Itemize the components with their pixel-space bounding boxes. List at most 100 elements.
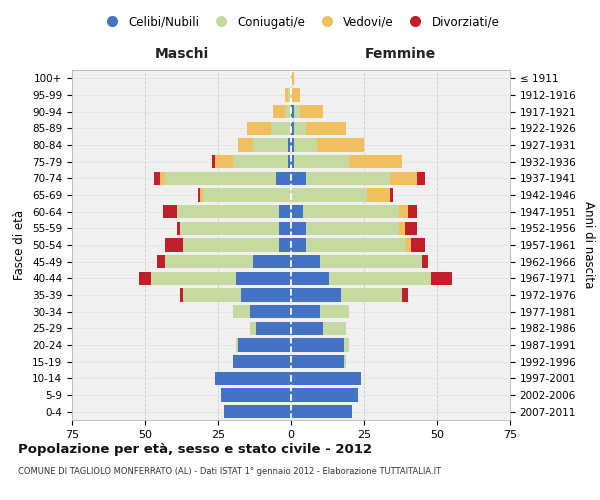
Text: Maschi: Maschi [154, 48, 209, 61]
Bar [291, 305, 320, 318]
Bar [256, 322, 291, 335]
Bar [302, 205, 399, 218]
Bar [291, 338, 344, 351]
Bar [166, 255, 253, 268]
Y-axis label: Fasce di età: Fasce di età [13, 210, 26, 280]
Bar [253, 138, 288, 151]
Bar [291, 355, 344, 368]
Bar [399, 205, 408, 218]
Bar [224, 405, 291, 418]
Bar [300, 105, 323, 118]
Bar [294, 138, 317, 151]
Bar [291, 288, 341, 302]
Bar [305, 222, 399, 235]
Bar [291, 322, 323, 335]
Text: Popolazione per età, sesso e stato civile - 2012: Popolazione per età, sesso e stato civil… [18, 442, 372, 456]
Bar [399, 222, 405, 235]
Bar [238, 338, 291, 351]
Bar [274, 105, 285, 118]
Bar [411, 238, 425, 252]
Bar [253, 255, 291, 268]
Bar [288, 155, 291, 168]
Text: Femmine: Femmine [365, 48, 436, 61]
Bar [390, 172, 416, 185]
Bar [180, 288, 183, 302]
Bar [294, 105, 300, 118]
Bar [320, 255, 422, 268]
Bar [291, 388, 358, 402]
Bar [280, 205, 291, 218]
Bar [422, 255, 428, 268]
Bar [367, 188, 390, 202]
Bar [291, 88, 300, 102]
Bar [416, 172, 425, 185]
Bar [247, 122, 271, 135]
Bar [151, 272, 236, 285]
Bar [241, 288, 291, 302]
Bar [215, 155, 233, 168]
Y-axis label: Anni di nascita: Anni di nascita [582, 202, 595, 288]
Bar [291, 272, 329, 285]
Bar [291, 155, 294, 168]
Bar [166, 172, 277, 185]
Bar [154, 172, 160, 185]
Bar [180, 222, 280, 235]
Bar [317, 138, 364, 151]
Bar [200, 188, 203, 202]
Bar [233, 155, 288, 168]
Bar [285, 105, 291, 118]
Bar [139, 272, 151, 285]
Bar [271, 122, 291, 135]
Bar [203, 188, 291, 202]
Bar [250, 305, 291, 318]
Bar [408, 205, 416, 218]
Bar [285, 88, 288, 102]
Bar [288, 138, 291, 151]
Bar [323, 322, 346, 335]
Text: COMUNE DI TAGLIOLO MONFERRATO (AL) - Dati ISTAT 1° gennaio 2012 - Elaborazione T: COMUNE DI TAGLIOLO MONFERRATO (AL) - Dat… [18, 468, 441, 476]
Bar [236, 272, 291, 285]
Bar [305, 122, 346, 135]
Bar [166, 238, 183, 252]
Bar [305, 238, 405, 252]
Bar [402, 288, 408, 302]
Bar [250, 322, 256, 335]
Bar [157, 255, 166, 268]
Bar [291, 405, 352, 418]
Bar [390, 188, 393, 202]
Bar [291, 205, 302, 218]
Bar [431, 272, 452, 285]
Bar [280, 238, 291, 252]
Bar [291, 238, 305, 252]
Bar [160, 172, 166, 185]
Bar [344, 338, 349, 351]
Bar [183, 288, 241, 302]
Bar [233, 355, 291, 368]
Bar [291, 105, 294, 118]
Bar [344, 355, 346, 368]
Bar [291, 72, 294, 85]
Bar [177, 222, 180, 235]
Legend: Celibi/Nubili, Coniugati/e, Vedovi/e, Divorziati/e: Celibi/Nubili, Coniugati/e, Vedovi/e, Di… [96, 11, 504, 34]
Bar [238, 138, 253, 151]
Bar [291, 222, 305, 235]
Bar [329, 272, 431, 285]
Bar [236, 338, 238, 351]
Bar [197, 188, 200, 202]
Bar [291, 172, 305, 185]
Bar [288, 88, 291, 102]
Bar [177, 205, 280, 218]
Bar [183, 238, 280, 252]
Bar [215, 372, 291, 385]
Bar [341, 288, 402, 302]
Bar [291, 255, 320, 268]
Bar [291, 138, 294, 151]
Bar [320, 305, 349, 318]
Bar [405, 238, 411, 252]
Bar [291, 122, 294, 135]
Bar [221, 388, 291, 402]
Bar [405, 222, 416, 235]
Bar [294, 122, 305, 135]
Bar [294, 155, 349, 168]
Bar [291, 188, 367, 202]
